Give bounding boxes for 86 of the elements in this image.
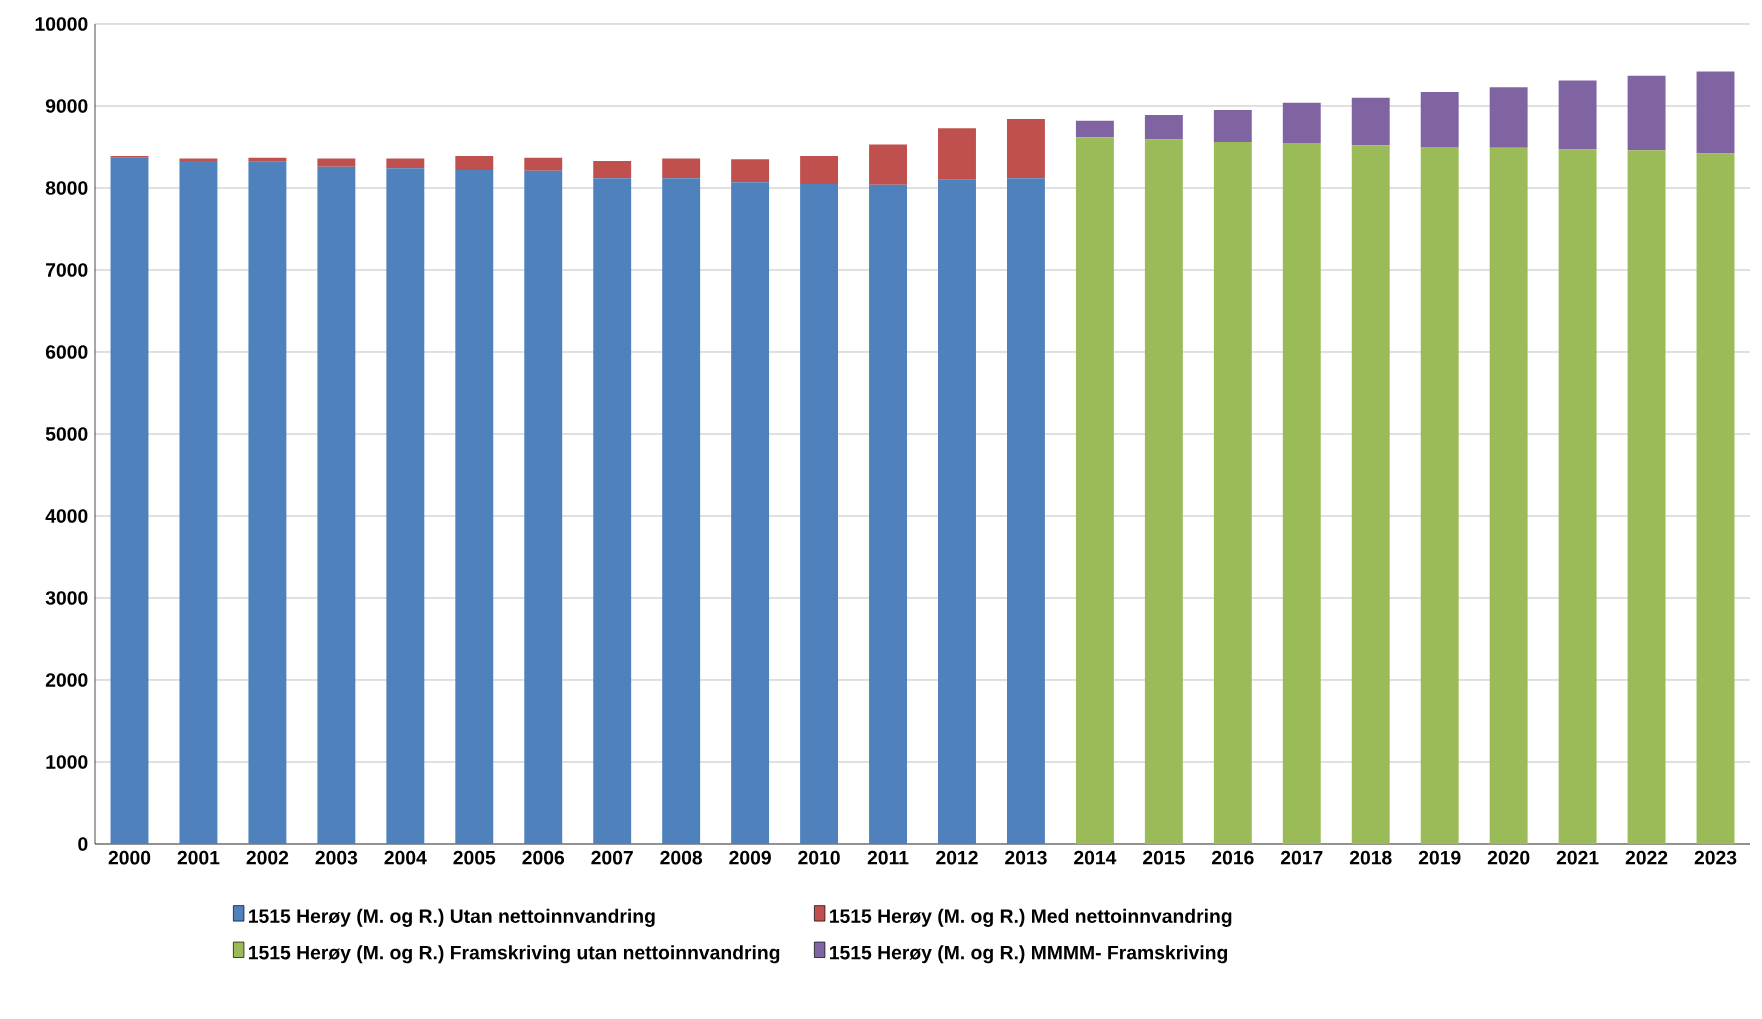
bar — [1282, 142, 1321, 844]
bar — [1627, 150, 1666, 844]
y-tick-label: 0 — [78, 837, 88, 851]
x-tick-label: 2012 — [936, 850, 978, 865]
bar — [1006, 119, 1045, 179]
x-tick-label: 2013 — [1005, 850, 1047, 865]
bar — [1420, 92, 1459, 147]
bar — [1558, 149, 1597, 844]
x-tick-label: 2003 — [315, 850, 358, 865]
x-tick-label: 2016 — [1211, 850, 1254, 865]
x-tick-label: 2009 — [729, 850, 771, 865]
x-tick-label: 2000 — [108, 850, 151, 865]
bar — [662, 178, 701, 844]
bar — [455, 169, 494, 844]
bar — [524, 157, 563, 171]
x-tick-label: 2022 — [1625, 850, 1668, 865]
bar — [1213, 110, 1252, 143]
y-tick-label: 8000 — [45, 181, 88, 195]
legend-label: 1515 Herøy (M. og R.) Utan nettoinnvandring — [249, 908, 655, 927]
bar — [248, 157, 287, 162]
bar — [524, 170, 563, 844]
bar — [1144, 115, 1183, 140]
bar — [1075, 120, 1114, 138]
x-tick-label: 2004 — [384, 850, 427, 865]
y-tick-label: 4000 — [45, 509, 88, 523]
bar — [455, 156, 494, 170]
bar — [593, 178, 632, 844]
x-tick-label: 2011 — [867, 850, 909, 865]
y-tick-label: 10000 — [35, 17, 88, 31]
bar — [248, 161, 287, 844]
bar — [1489, 147, 1528, 844]
x-tick-label: 2001 — [177, 850, 220, 865]
x-tick-label: 2002 — [246, 850, 289, 865]
x-tick-label: 2007 — [591, 850, 633, 865]
x-tick-label: 2005 — [453, 850, 496, 865]
bar — [1351, 145, 1390, 844]
bar — [1420, 146, 1459, 844]
x-tick-label: 2021 — [1556, 850, 1599, 865]
bar — [869, 144, 907, 185]
bar — [1696, 71, 1735, 154]
x-tick-label: 2006 — [522, 850, 565, 865]
x-tick-label: 2017 — [1280, 850, 1323, 865]
y-tick-label: 7000 — [46, 263, 88, 277]
x-tick-label: 2018 — [1349, 850, 1392, 865]
y-tick-label: 3000 — [45, 591, 88, 605]
bar — [869, 184, 907, 844]
bar — [938, 179, 976, 844]
x-tick-label: 2010 — [798, 850, 840, 865]
bar — [662, 158, 701, 179]
bar — [179, 160, 218, 844]
x-tick-label: 2015 — [1143, 850, 1185, 865]
y-tick-label: 5000 — [45, 427, 88, 441]
y-tick-label: 9000 — [45, 99, 88, 113]
bar — [317, 158, 356, 167]
bar — [938, 128, 976, 180]
bar — [1213, 142, 1252, 844]
y-tick-label: 2000 — [45, 673, 88, 687]
y-tick-label: 6000 — [45, 345, 88, 359]
x-tick-label: 2008 — [660, 850, 703, 865]
bar — [386, 168, 425, 844]
bar — [1351, 97, 1390, 146]
bar — [731, 159, 770, 183]
bar — [1006, 178, 1045, 844]
bar — [1489, 87, 1528, 148]
x-tick-label: 2019 — [1418, 850, 1461, 865]
x-tick-label: 2020 — [1487, 850, 1530, 865]
bar — [1282, 102, 1321, 143]
bar — [800, 183, 839, 844]
bar — [317, 166, 356, 844]
bar — [110, 157, 149, 844]
bar — [1075, 137, 1114, 844]
bar — [731, 182, 770, 844]
bar — [800, 156, 839, 184]
x-tick-label: 2014 — [1074, 850, 1117, 865]
legend-label: 1515 Herøy (M. og R.) MMMM- Framskriving — [830, 945, 1228, 964]
legend-label: 1515 Herøy (M. og R.) Framskriving utan nettoinnvandring — [249, 945, 780, 964]
bar — [1558, 80, 1597, 150]
bar — [593, 160, 632, 179]
y-tick-label: 1000 — [46, 755, 88, 769]
bar — [1627, 75, 1666, 151]
x-tick-label: 2023 — [1694, 850, 1737, 865]
bar — [179, 158, 218, 161]
bar — [1144, 139, 1183, 844]
bar — [386, 158, 425, 169]
bar — [1696, 153, 1735, 844]
legend-label: 1515 Herøy (M. og R.) Med nettoinnvandring — [830, 908, 1232, 927]
